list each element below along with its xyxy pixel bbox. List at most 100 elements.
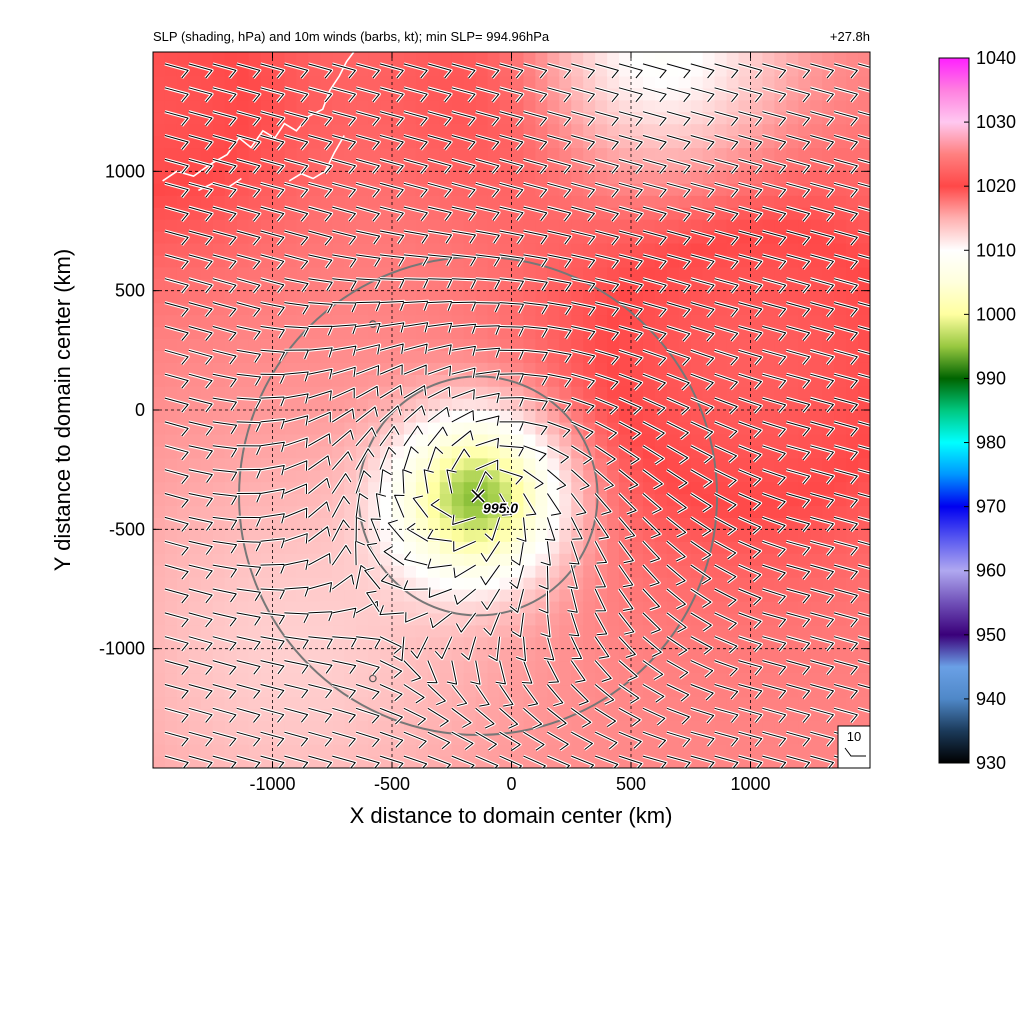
slp-cell	[284, 577, 297, 590]
wind-barb	[785, 491, 811, 509]
slp-cell	[153, 123, 166, 137]
slp-cell	[284, 326, 297, 340]
slp-cell	[236, 338, 250, 351]
wind-barb	[785, 587, 812, 605]
reference-point	[369, 674, 377, 683]
slp-cell	[415, 589, 429, 602]
slp-cell	[631, 290, 644, 304]
slp-cell	[272, 171, 286, 184]
wind-barb	[642, 110, 668, 127]
wind-barb	[475, 62, 501, 80]
slp-cell	[260, 541, 274, 554]
slp-cell	[451, 636, 465, 650]
slp-cell	[236, 52, 250, 65]
slp-cell	[153, 481, 166, 495]
slp-cell	[451, 624, 465, 638]
wind-barb	[212, 62, 238, 80]
slp-cell	[320, 266, 333, 280]
slp-cell	[666, 362, 680, 375]
wind-barb	[617, 659, 639, 683]
x-axis-label: X distance to domain center (km)	[350, 803, 673, 828]
slp-cell	[607, 553, 620, 566]
wind-barb	[570, 468, 591, 492]
slp-cell	[153, 290, 166, 304]
slp-cell	[153, 565, 166, 578]
slp-cell	[690, 242, 704, 256]
wind-barb	[499, 229, 525, 245]
wind-barb	[212, 611, 238, 628]
wind-barb	[427, 110, 453, 127]
wind-barb	[378, 604, 405, 617]
wind-barb	[331, 730, 357, 748]
wind-barb	[479, 564, 501, 587]
slp-cell	[451, 744, 465, 757]
slp-cell	[427, 481, 441, 495]
slp-cell	[714, 505, 728, 519]
wind-barb	[450, 707, 473, 729]
slp-cell	[834, 457, 847, 471]
plot-area: 995.0	[153, 52, 870, 768]
wind-barb	[593, 612, 609, 637]
slp-cell	[690, 52, 704, 65]
wind-barb	[331, 133, 357, 151]
wind-barb	[479, 540, 501, 563]
slp-cell	[248, 744, 262, 757]
slp-cell	[308, 672, 321, 686]
slp-cell	[260, 52, 274, 65]
slp-cell	[714, 433, 728, 447]
slp-cell	[523, 52, 536, 65]
wind-barb	[641, 564, 661, 588]
wind-barb	[427, 321, 454, 334]
slp-cell	[834, 123, 847, 137]
wind-barb	[307, 389, 333, 401]
wind-barb	[487, 636, 502, 663]
slp-cell	[726, 744, 740, 757]
slp-cell	[786, 529, 799, 542]
wind-barb	[546, 181, 573, 199]
slp-cell	[834, 99, 847, 113]
slp-cell	[463, 421, 477, 435]
slp-cell	[714, 696, 728, 709]
slp-cell	[786, 147, 799, 161]
slp-cell	[403, 636, 417, 650]
wind-barb	[427, 86, 453, 103]
slp-cell	[858, 410, 870, 423]
wind-barb	[403, 86, 429, 103]
slp-cell	[535, 314, 548, 328]
slp-cell	[415, 577, 429, 590]
wind-barb	[515, 636, 528, 663]
wind-barb	[666, 181, 692, 199]
slp-cell	[380, 696, 393, 709]
wind-barb	[690, 372, 715, 391]
slp-cell	[499, 589, 513, 602]
slp-cell	[834, 433, 847, 447]
wind-barb	[761, 444, 787, 462]
wind-barb	[284, 611, 310, 624]
slp-cell	[332, 350, 345, 363]
wind-barb	[451, 205, 477, 222]
slp-cell	[296, 75, 309, 89]
slp-cell	[439, 445, 453, 459]
wind-barb	[445, 468, 457, 494]
slp-cell	[332, 314, 345, 328]
slp-cell	[320, 445, 333, 459]
wind-barb	[761, 301, 788, 318]
slp-cell	[403, 278, 417, 292]
slp-cell	[535, 505, 548, 519]
colorbar-tick-label: 950	[976, 625, 1006, 645]
slp-cell	[236, 421, 250, 435]
slp-cell	[499, 648, 513, 662]
slp-cell	[392, 171, 405, 184]
slp-cell	[678, 171, 692, 184]
slp-cell	[176, 410, 190, 423]
slp-cell	[188, 672, 202, 686]
wind-barb	[284, 635, 310, 650]
slp-cell	[678, 338, 692, 351]
slp-cell	[499, 481, 513, 495]
slp-cell	[798, 720, 811, 733]
wind-barb	[284, 585, 310, 598]
wind-barb	[236, 348, 262, 364]
slp-cell	[523, 350, 536, 363]
slp-cell	[571, 171, 584, 184]
slp-cell	[487, 708, 501, 721]
